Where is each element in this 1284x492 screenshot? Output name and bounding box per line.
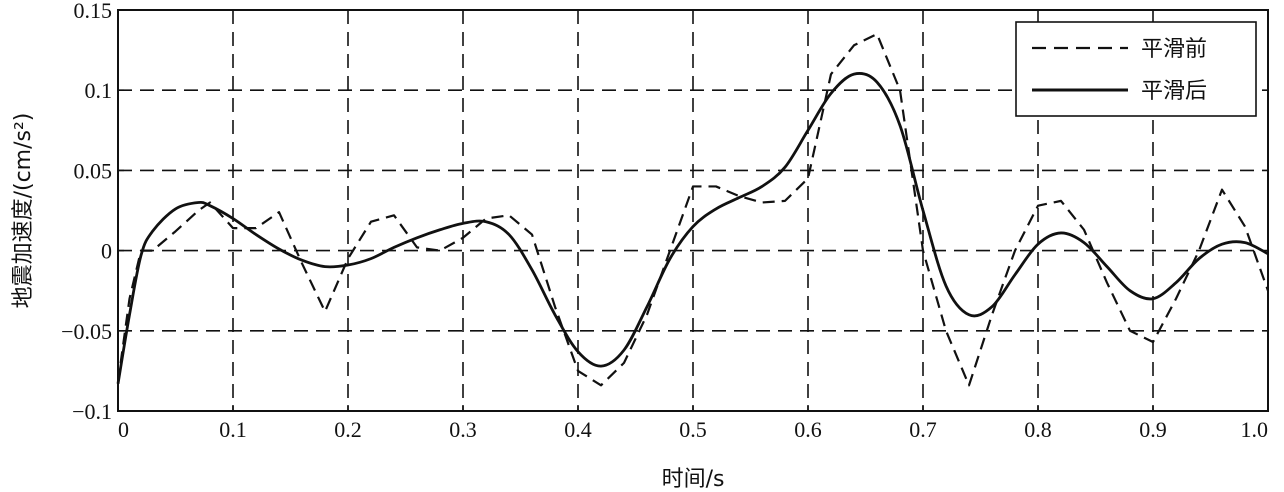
y-tick-label: −0.1 [72, 399, 112, 424]
legend-label: 平滑前 [1141, 37, 1207, 62]
legend-box [1015, 21, 1257, 117]
y-tick-label: 0.05 [74, 158, 113, 183]
x-axis-label: 时间/s [662, 467, 725, 492]
series-layer [116, 32, 1270, 387]
x-tick-label: 0.8 [1024, 417, 1052, 442]
x-tick-label: 0.3 [449, 417, 477, 442]
x-tick-label: 0.1 [219, 417, 247, 442]
x-tick-label: 0.9 [1139, 417, 1167, 442]
x-tick-label: 0.5 [679, 417, 707, 442]
x-tick-label: 1.0 [1241, 417, 1269, 442]
y-tick-label: −0.05 [61, 319, 112, 344]
y-tick-label: 0 [101, 239, 112, 264]
x-tick-label: 0.4 [564, 417, 592, 442]
series-line-1 [116, 72, 1269, 384]
ticks [117, 9, 1269, 412]
x-tick-label: 0 [118, 417, 129, 442]
y-axis-label: 地震加速度/(cm/s²) [11, 113, 36, 309]
x-tick-label: 0.7 [909, 417, 937, 442]
x-tick-label: 0.2 [334, 417, 362, 442]
tick-labels: 0 0.1 0.2 0.3 0.4 0.5 0.6 0.7 0.8 0.9 1.0 −0.1 −0.05… [61, 0, 1268, 442]
y-tick-label: 0.1 [85, 78, 113, 103]
y-tick-label: 0.15 [74, 0, 113, 23]
series-line-0 [116, 32, 1270, 387]
x-tick-label: 0.6 [794, 417, 822, 442]
legend-label: 平滑后 [1141, 79, 1207, 104]
